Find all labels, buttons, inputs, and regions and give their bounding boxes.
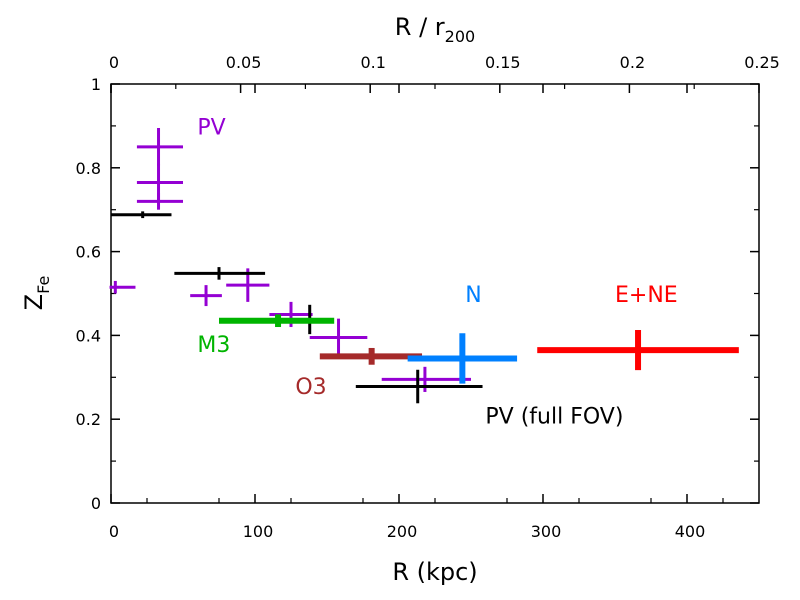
x-tick-label: 200 [387, 522, 418, 541]
y-axis-title: ZFe [20, 276, 53, 311]
top-axis-title-main: R / r [395, 13, 445, 41]
series-label: E+NE [615, 283, 678, 308]
data-point [136, 127, 183, 166]
series-label: N [465, 283, 481, 308]
data-point [174, 267, 266, 280]
y-tick-label: 0.4 [76, 326, 101, 345]
y-axis-title-sub: Fe [34, 276, 53, 294]
top-tick-label: 0.15 [485, 53, 521, 72]
series-label: PV (full FOV) [485, 404, 623, 429]
top-tick-label: 0.05 [226, 53, 262, 72]
data-point [219, 314, 335, 328]
x-axis-title: R (kpc) [392, 558, 477, 586]
top-axis-title-sub: 200 [445, 27, 476, 46]
y-tick-label: 1 [91, 75, 101, 94]
data-point [355, 369, 483, 404]
x-tick-label: 300 [531, 522, 562, 541]
y-tick-label: 0 [91, 494, 101, 513]
data-point [136, 192, 183, 210]
y-axis-title-main: Z [20, 294, 48, 310]
top-tick-label: 0.2 [620, 53, 645, 72]
top-axis-title: R / r200 [395, 13, 475, 46]
y-tick-label: 0.6 [76, 243, 101, 262]
series-label: M3 [197, 333, 230, 358]
series-label: PV [197, 115, 225, 140]
x-tick-label: 100 [243, 522, 274, 541]
axis-ticks [110, 83, 760, 504]
data-point [309, 318, 368, 357]
data-point [381, 366, 471, 392]
data-point [407, 333, 518, 384]
x-tick-label: 400 [675, 522, 706, 541]
x-tick-label: 0 [109, 522, 119, 541]
series-label: O3 [295, 375, 326, 400]
data-point [111, 211, 172, 219]
data-point [109, 280, 136, 294]
top-tick-label: 0.25 [744, 53, 780, 72]
data-point [190, 285, 222, 307]
annotations: PV M3 O3 N E+NE PV (full FOV) [197, 115, 677, 429]
top-tick-label: 0.1 [360, 53, 385, 72]
y-tick-label: 0.8 [76, 159, 101, 178]
top-tick-label: 0 [109, 53, 119, 72]
data-point [537, 329, 739, 371]
data-point [319, 347, 423, 365]
data-points [109, 127, 739, 404]
y-tick-label: 0.2 [76, 410, 101, 429]
